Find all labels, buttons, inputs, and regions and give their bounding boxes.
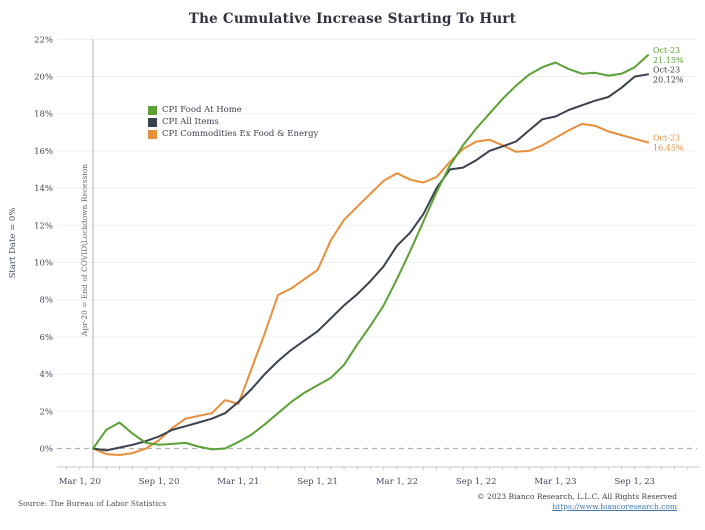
- x-tick-label: Sep 1, 20: [139, 477, 180, 487]
- x-tick-label: Sep 1, 22: [456, 477, 497, 487]
- y-tick-label: 22%: [34, 35, 53, 45]
- y-tick-label: 12%: [34, 221, 53, 231]
- y-tick-label: 2%: [40, 407, 54, 417]
- end-label-value-1: 20.12%: [653, 75, 684, 84]
- y-tick-label: 6%: [40, 333, 54, 343]
- x-tick-label: Mar 1, 21: [217, 477, 259, 487]
- source-note: Source: The Bureau of Labor Statistics: [18, 499, 167, 508]
- y-tick-label: 0%: [40, 445, 54, 455]
- x-tick-label: Sep 1, 21: [297, 477, 338, 487]
- bianco-research-link[interactable]: https://www.biancoresearch.com: [552, 502, 677, 511]
- end-label-value-0: 21.15%: [653, 56, 684, 65]
- y-tick-label: 20%: [34, 73, 53, 83]
- legend-item-all-items: CPI All Items: [148, 116, 318, 128]
- legend-swatch-green-icon: [148, 105, 157, 115]
- legend-swatch-dark-icon: [148, 117, 157, 127]
- chart-legend: CPI Food At Home CPI All Items CPI Commo…: [148, 104, 318, 140]
- y-tick-label: 10%: [34, 259, 53, 269]
- copyright-text: © 2023 Bianco Research, L.L.C. All Right…: [477, 492, 677, 501]
- y-tick-label: 16%: [34, 147, 53, 157]
- legend-swatch-orange-icon: [148, 129, 157, 139]
- legend-label: CPI All Items: [162, 117, 219, 127]
- end-label-date-2: Oct-23: [653, 134, 680, 143]
- legend-label: CPI Food At Home: [162, 105, 242, 115]
- legend-label: CPI Commodities Ex Food & Energy: [162, 129, 319, 139]
- y-axis-title: Start Date = 0%: [8, 208, 18, 279]
- series-line-1: [92, 73, 649, 452]
- y-tick-label: 18%: [34, 110, 53, 120]
- footer-attribution: © 2023 Bianco Research, L.L.C. All Right…: [477, 492, 677, 512]
- end-label-date-0: Oct-23: [653, 46, 680, 55]
- y-tick-label: 4%: [40, 370, 54, 380]
- legend-item-food-at-home: CPI Food At Home: [148, 104, 318, 116]
- series-line-0: [92, 54, 649, 451]
- y-tick-label: 8%: [40, 296, 54, 306]
- end-label-value-2: 16.45%: [653, 144, 684, 153]
- x-tick-label: Mar 1, 22: [376, 477, 418, 487]
- series-line-2: [92, 122, 649, 456]
- y-tick-label: 14%: [34, 184, 53, 194]
- x-tick-label: Mar 1, 20: [59, 477, 101, 487]
- x-tick-label: Mar 1, 23: [534, 477, 576, 487]
- end-label-date-1: Oct-23: [653, 65, 680, 74]
- legend-item-commodities: CPI Commodities Ex Food & Energy: [148, 128, 318, 140]
- x-tick-label: Sep 1, 23: [614, 477, 655, 487]
- page-title: The Cumulative Increase Starting To Hurt: [188, 11, 517, 27]
- recession-end-annotation-text: Apr-20 = End of COVID\Lockdown Recession: [80, 164, 89, 337]
